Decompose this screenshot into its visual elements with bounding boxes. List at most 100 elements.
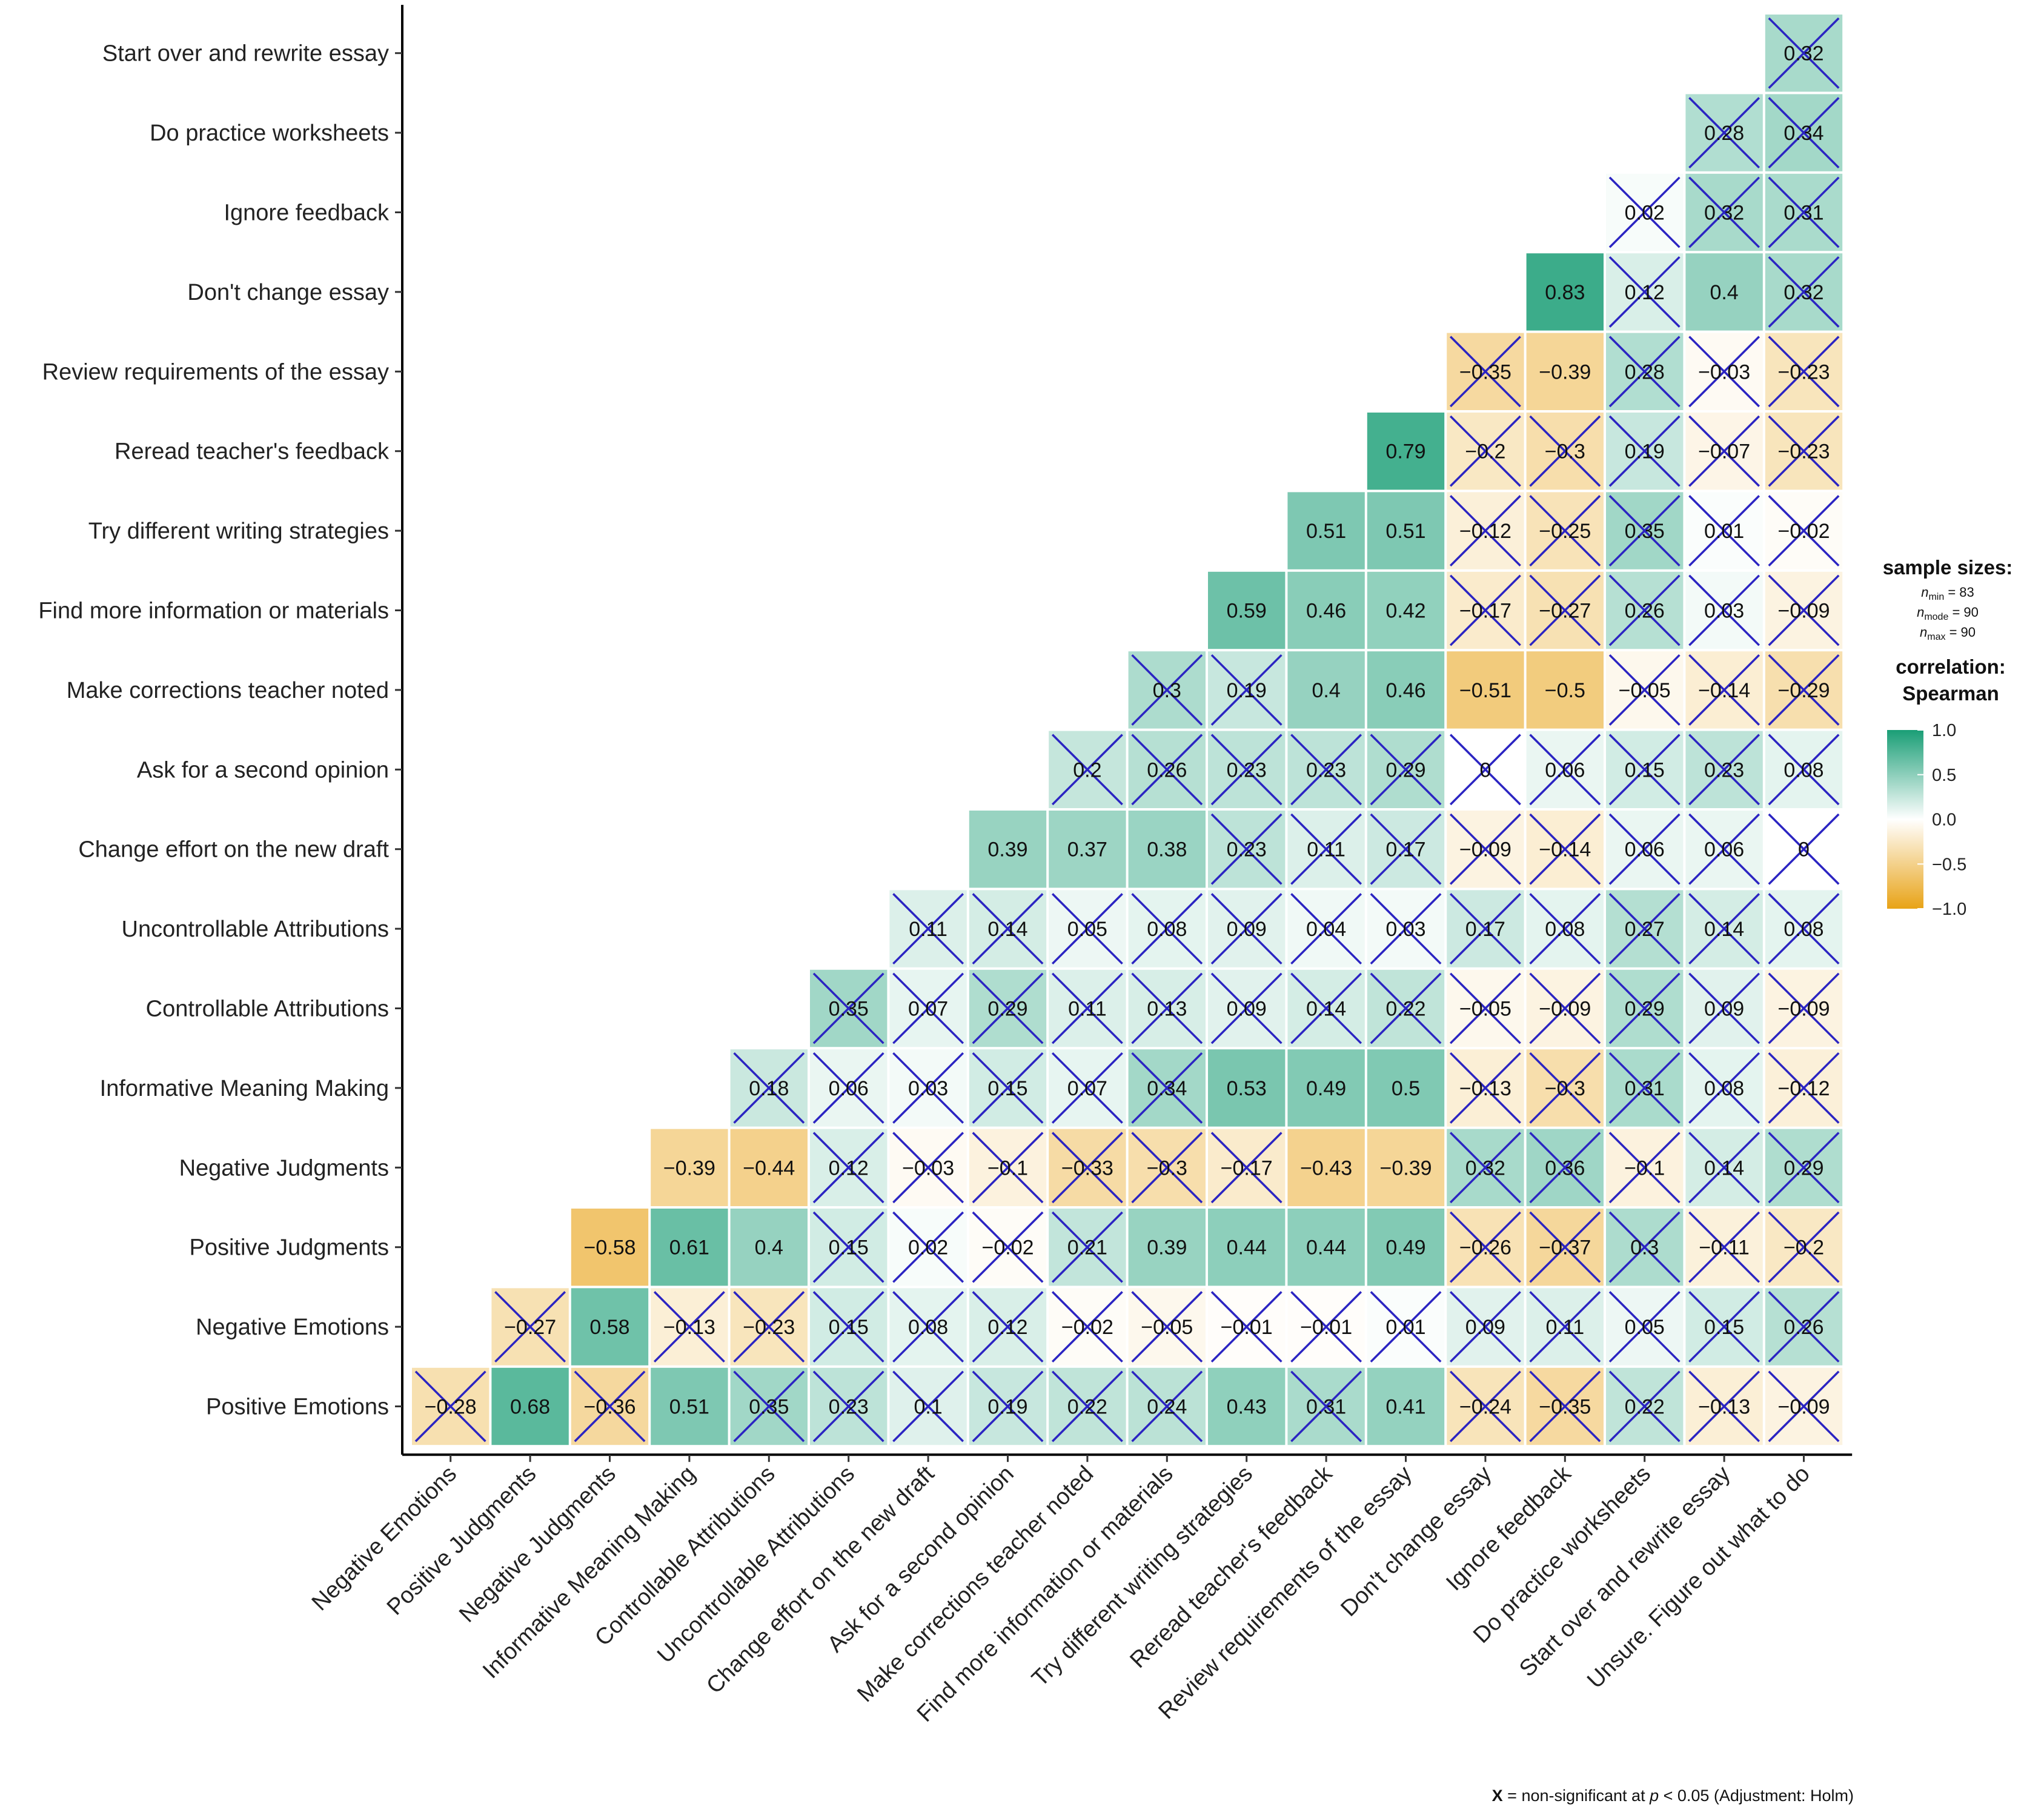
cell-value-label: 0.02 bbox=[1625, 202, 1665, 225]
x-tick-label: Negative Judgments bbox=[454, 1461, 621, 1628]
cell-value-label: −0.2 bbox=[1465, 440, 1505, 463]
nonsignificant-cross bbox=[1608, 495, 1681, 567]
nonsignificant-cross bbox=[972, 972, 1044, 1044]
legend-tick-label: −0.5 bbox=[1932, 855, 1966, 874]
heatmap-cell bbox=[1287, 492, 1365, 569]
cell-value-label: 0.13 bbox=[1147, 998, 1187, 1021]
heatmap-cell bbox=[1287, 651, 1365, 729]
cell-value-label: −0.29 bbox=[1777, 679, 1830, 702]
cell-value-label: −0.39 bbox=[663, 1156, 715, 1180]
cell-value-label: −0.09 bbox=[1777, 600, 1830, 623]
cell-value-label: 0.32 bbox=[1784, 281, 1823, 304]
cell-value-label: 0.02 bbox=[908, 1236, 948, 1259]
heatmap-cell bbox=[1526, 651, 1604, 729]
cell-value-label: 0.22 bbox=[1625, 1396, 1665, 1419]
cell-value-label: −0.37 bbox=[1539, 1236, 1591, 1259]
nonsignificant-cross bbox=[1688, 734, 1760, 806]
y-tick-label: Change effort on the new draft bbox=[78, 837, 389, 863]
cell-value-label: 0.23 bbox=[829, 1396, 869, 1419]
cell-value-label: 0.51 bbox=[1306, 520, 1346, 543]
nonsignificant-cross bbox=[1529, 574, 1601, 646]
nonsignificant-cross bbox=[972, 1370, 1044, 1442]
y-axis-labels: Start over and rewrite essay Do practice … bbox=[38, 41, 402, 1420]
cell-value-label: 0.03 bbox=[908, 1077, 948, 1100]
cell-value-label: 0.26 bbox=[1625, 600, 1665, 623]
nonsignificant-cross bbox=[1290, 813, 1362, 885]
nonsignificant-cross bbox=[1688, 813, 1760, 885]
caption: X = non-significant at p < 0.05 (Adjustm… bbox=[1492, 1787, 1854, 1805]
nonsignificant-cross bbox=[1210, 1132, 1282, 1204]
cell-value-label: 0.26 bbox=[1147, 758, 1187, 781]
cell-value-label: 0.05 bbox=[1625, 1316, 1665, 1339]
cell-value-label: −0.07 bbox=[1698, 440, 1750, 463]
cell-value-label: 0.44 bbox=[1306, 1236, 1346, 1259]
y-tick-label: Make corrections teacher noted bbox=[67, 678, 389, 703]
cell-value-label: 0.23 bbox=[1704, 758, 1744, 781]
nonsignificant-cross bbox=[1529, 893, 1601, 965]
nonsignificant-cross bbox=[812, 1132, 884, 1204]
cell-value-label: 0.42 bbox=[1385, 600, 1425, 623]
y-tick-label: Find more information or materials bbox=[38, 599, 389, 624]
nonsignificant-cross bbox=[1608, 1291, 1681, 1363]
cell-value-label: 0.21 bbox=[1067, 1236, 1107, 1259]
cell-value-label: 0.14 bbox=[1306, 998, 1346, 1021]
nonsignificant-cross bbox=[1768, 654, 1840, 726]
nonsignificant-cross bbox=[1210, 972, 1282, 1044]
cell-value-label: 0.35 bbox=[1625, 520, 1665, 543]
heatmap-cell bbox=[1367, 651, 1445, 729]
nonsignificant-cross bbox=[1370, 1291, 1442, 1363]
y-tick-label: Do practice worksheets bbox=[150, 121, 389, 146]
nonsignificant-cross bbox=[1131, 1052, 1203, 1124]
nonsignificant-cross bbox=[1051, 1211, 1123, 1283]
cell-value-label: −0.11 bbox=[1699, 1236, 1750, 1259]
heatmap-cell bbox=[571, 1209, 649, 1286]
cell-value-label: 0.51 bbox=[1385, 520, 1425, 543]
heatmap-cell bbox=[1526, 253, 1604, 331]
cell-value-label: −0.36 bbox=[583, 1396, 635, 1419]
cell-value-label: 0.22 bbox=[1067, 1396, 1107, 1419]
heatmap-cell bbox=[730, 1129, 808, 1206]
nonsignificant-cross bbox=[1210, 734, 1282, 806]
cell-value-label: 0.19 bbox=[987, 1396, 1027, 1419]
heatmap-cell bbox=[730, 1209, 808, 1286]
axes bbox=[401, 5, 1853, 1456]
nonsignificant-cross bbox=[1449, 1052, 1521, 1124]
cell-value-label: 0.14 bbox=[1704, 918, 1744, 941]
nonsignificant-cross bbox=[1688, 176, 1760, 248]
nonsignificant-cross bbox=[1608, 176, 1681, 248]
nonsignificant-cross bbox=[1608, 1052, 1681, 1124]
cell-value-label: −0.3 bbox=[1545, 1077, 1585, 1100]
cell-value-label: −0.17 bbox=[1459, 600, 1511, 623]
cell-value-label: 0.07 bbox=[1067, 1077, 1107, 1100]
nonsignificant-cross bbox=[1370, 893, 1442, 965]
cell-value-label: 0.46 bbox=[1306, 600, 1346, 623]
nonsignificant-cross bbox=[494, 1291, 566, 1363]
cell-value-label: 0.23 bbox=[1306, 758, 1346, 781]
cell-value-label: −0.3 bbox=[1545, 440, 1585, 463]
nonsignificant-cross bbox=[972, 1052, 1044, 1124]
cell-value-label: 0.32 bbox=[1465, 1156, 1505, 1180]
cell-value-label: 0.34 bbox=[1784, 122, 1823, 145]
cell-value-label: 0.09 bbox=[1227, 998, 1267, 1021]
cell-value-label: 0.24 bbox=[1147, 1396, 1187, 1419]
cell-value-label: 0.29 bbox=[1625, 998, 1665, 1021]
cell-value-label: 0.22 bbox=[1385, 998, 1425, 1021]
cell-value-label: 0.08 bbox=[908, 1316, 948, 1339]
heatmap-cell bbox=[1287, 1049, 1365, 1127]
legend-correlation-title: correlation: bbox=[1896, 655, 2006, 678]
nonsignificant-cross bbox=[1051, 893, 1123, 965]
nonsignificant-cross bbox=[1370, 972, 1442, 1044]
nonsignificant-cross bbox=[972, 1132, 1044, 1204]
cell-value-label: 0.83 bbox=[1545, 281, 1585, 304]
cell-value-label: −0.51 bbox=[1459, 679, 1511, 702]
cell-value-label: 0.35 bbox=[829, 998, 869, 1021]
nonsignificant-cross bbox=[1051, 1132, 1123, 1204]
nonsignificant-cross bbox=[1131, 1370, 1203, 1442]
nonsignificant-cross bbox=[1768, 893, 1840, 965]
nonsignificant-cross bbox=[1449, 813, 1521, 885]
nonsignificant-cross bbox=[1131, 972, 1203, 1044]
nonsignificant-cross bbox=[653, 1291, 725, 1363]
cell-value-label: 0.11 bbox=[1307, 838, 1346, 861]
cell-value-label: −0.05 bbox=[1141, 1316, 1193, 1339]
